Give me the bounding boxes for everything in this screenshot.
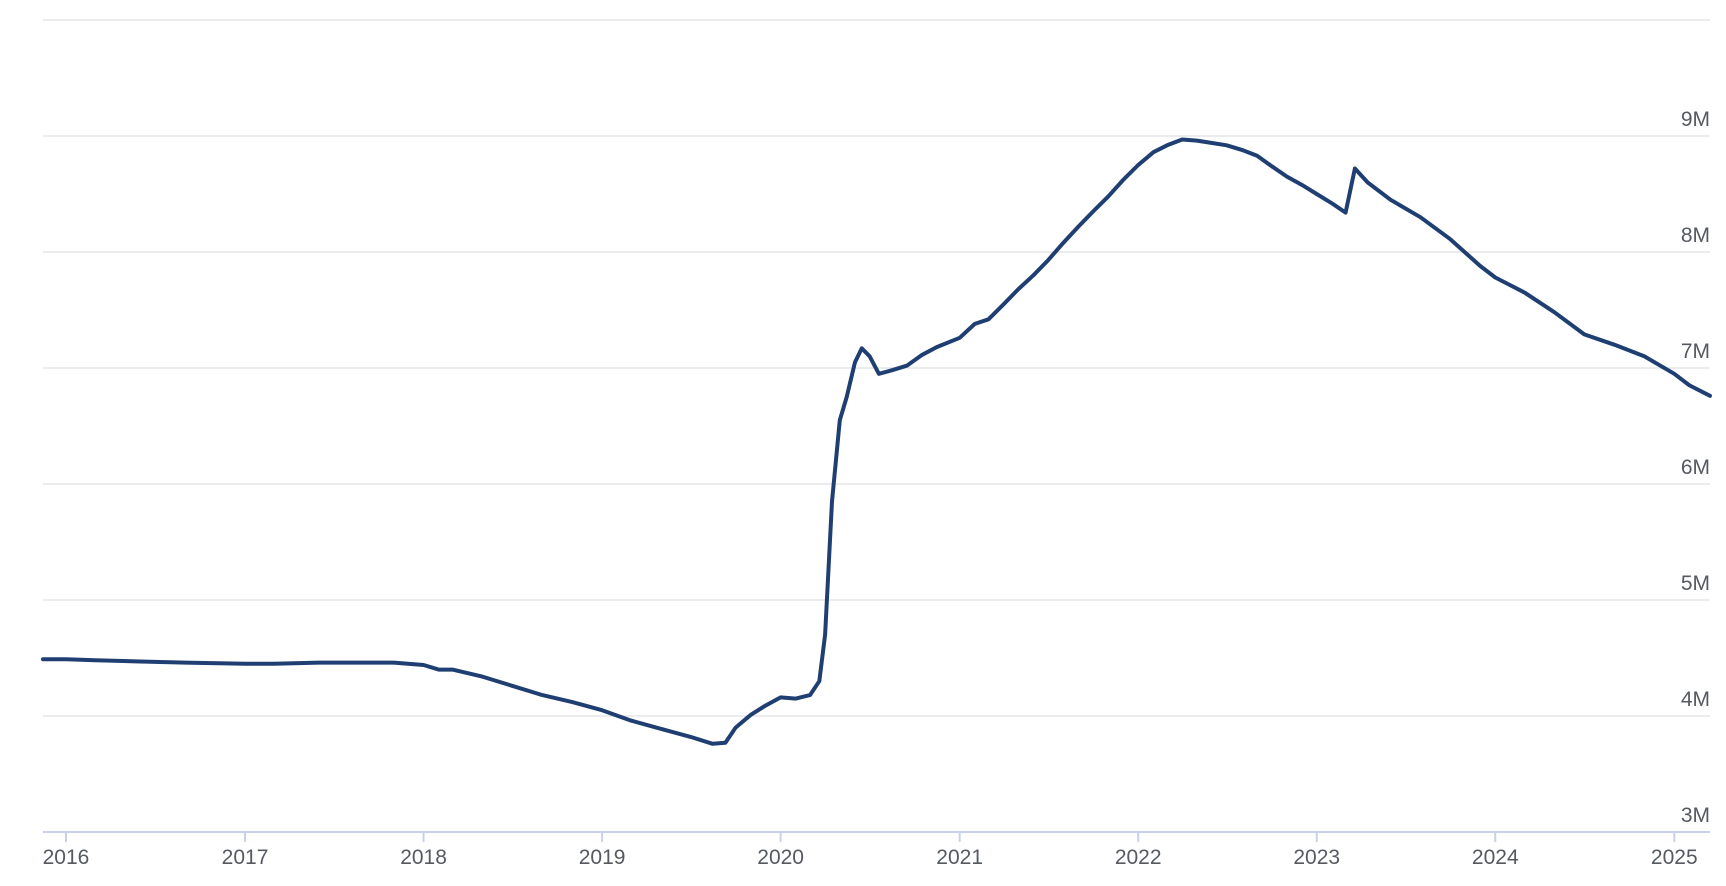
series-line: [41, 137, 1712, 746]
x-tick-label: 2018: [400, 846, 447, 869]
x-tick-label: 2017: [222, 846, 269, 869]
y-axis-labels: 3M 4M 5M 6M 7M 8M 9M: [1681, 108, 1710, 827]
x-tick-label: 2019: [579, 846, 626, 869]
x-tick-label: 2022: [1115, 846, 1162, 869]
x-tick-label: 2023: [1293, 846, 1340, 869]
y-tick-label: 3M: [1681, 804, 1710, 827]
x-tick-label: 2025: [1651, 846, 1698, 869]
x-tick-label: 2020: [757, 846, 804, 869]
x-tick-label: 2016: [43, 846, 90, 869]
y-tick-label: 4M: [1681, 688, 1710, 711]
y-tick-label: 8M: [1681, 224, 1710, 247]
x-axis: 2016 2017 2018 2019 2020 2021 2022 2023 2024 2025: [43, 831, 1710, 869]
y-tick-label: 6M: [1681, 456, 1710, 479]
series-layer: [41, 137, 1712, 746]
y-tick-label: 7M: [1681, 340, 1710, 363]
y-tick-label: 5M: [1681, 572, 1710, 595]
x-tick-label: 2024: [1472, 846, 1519, 869]
y-tick-label: 9M: [1681, 108, 1710, 131]
x-tick-label: 2021: [936, 846, 983, 869]
